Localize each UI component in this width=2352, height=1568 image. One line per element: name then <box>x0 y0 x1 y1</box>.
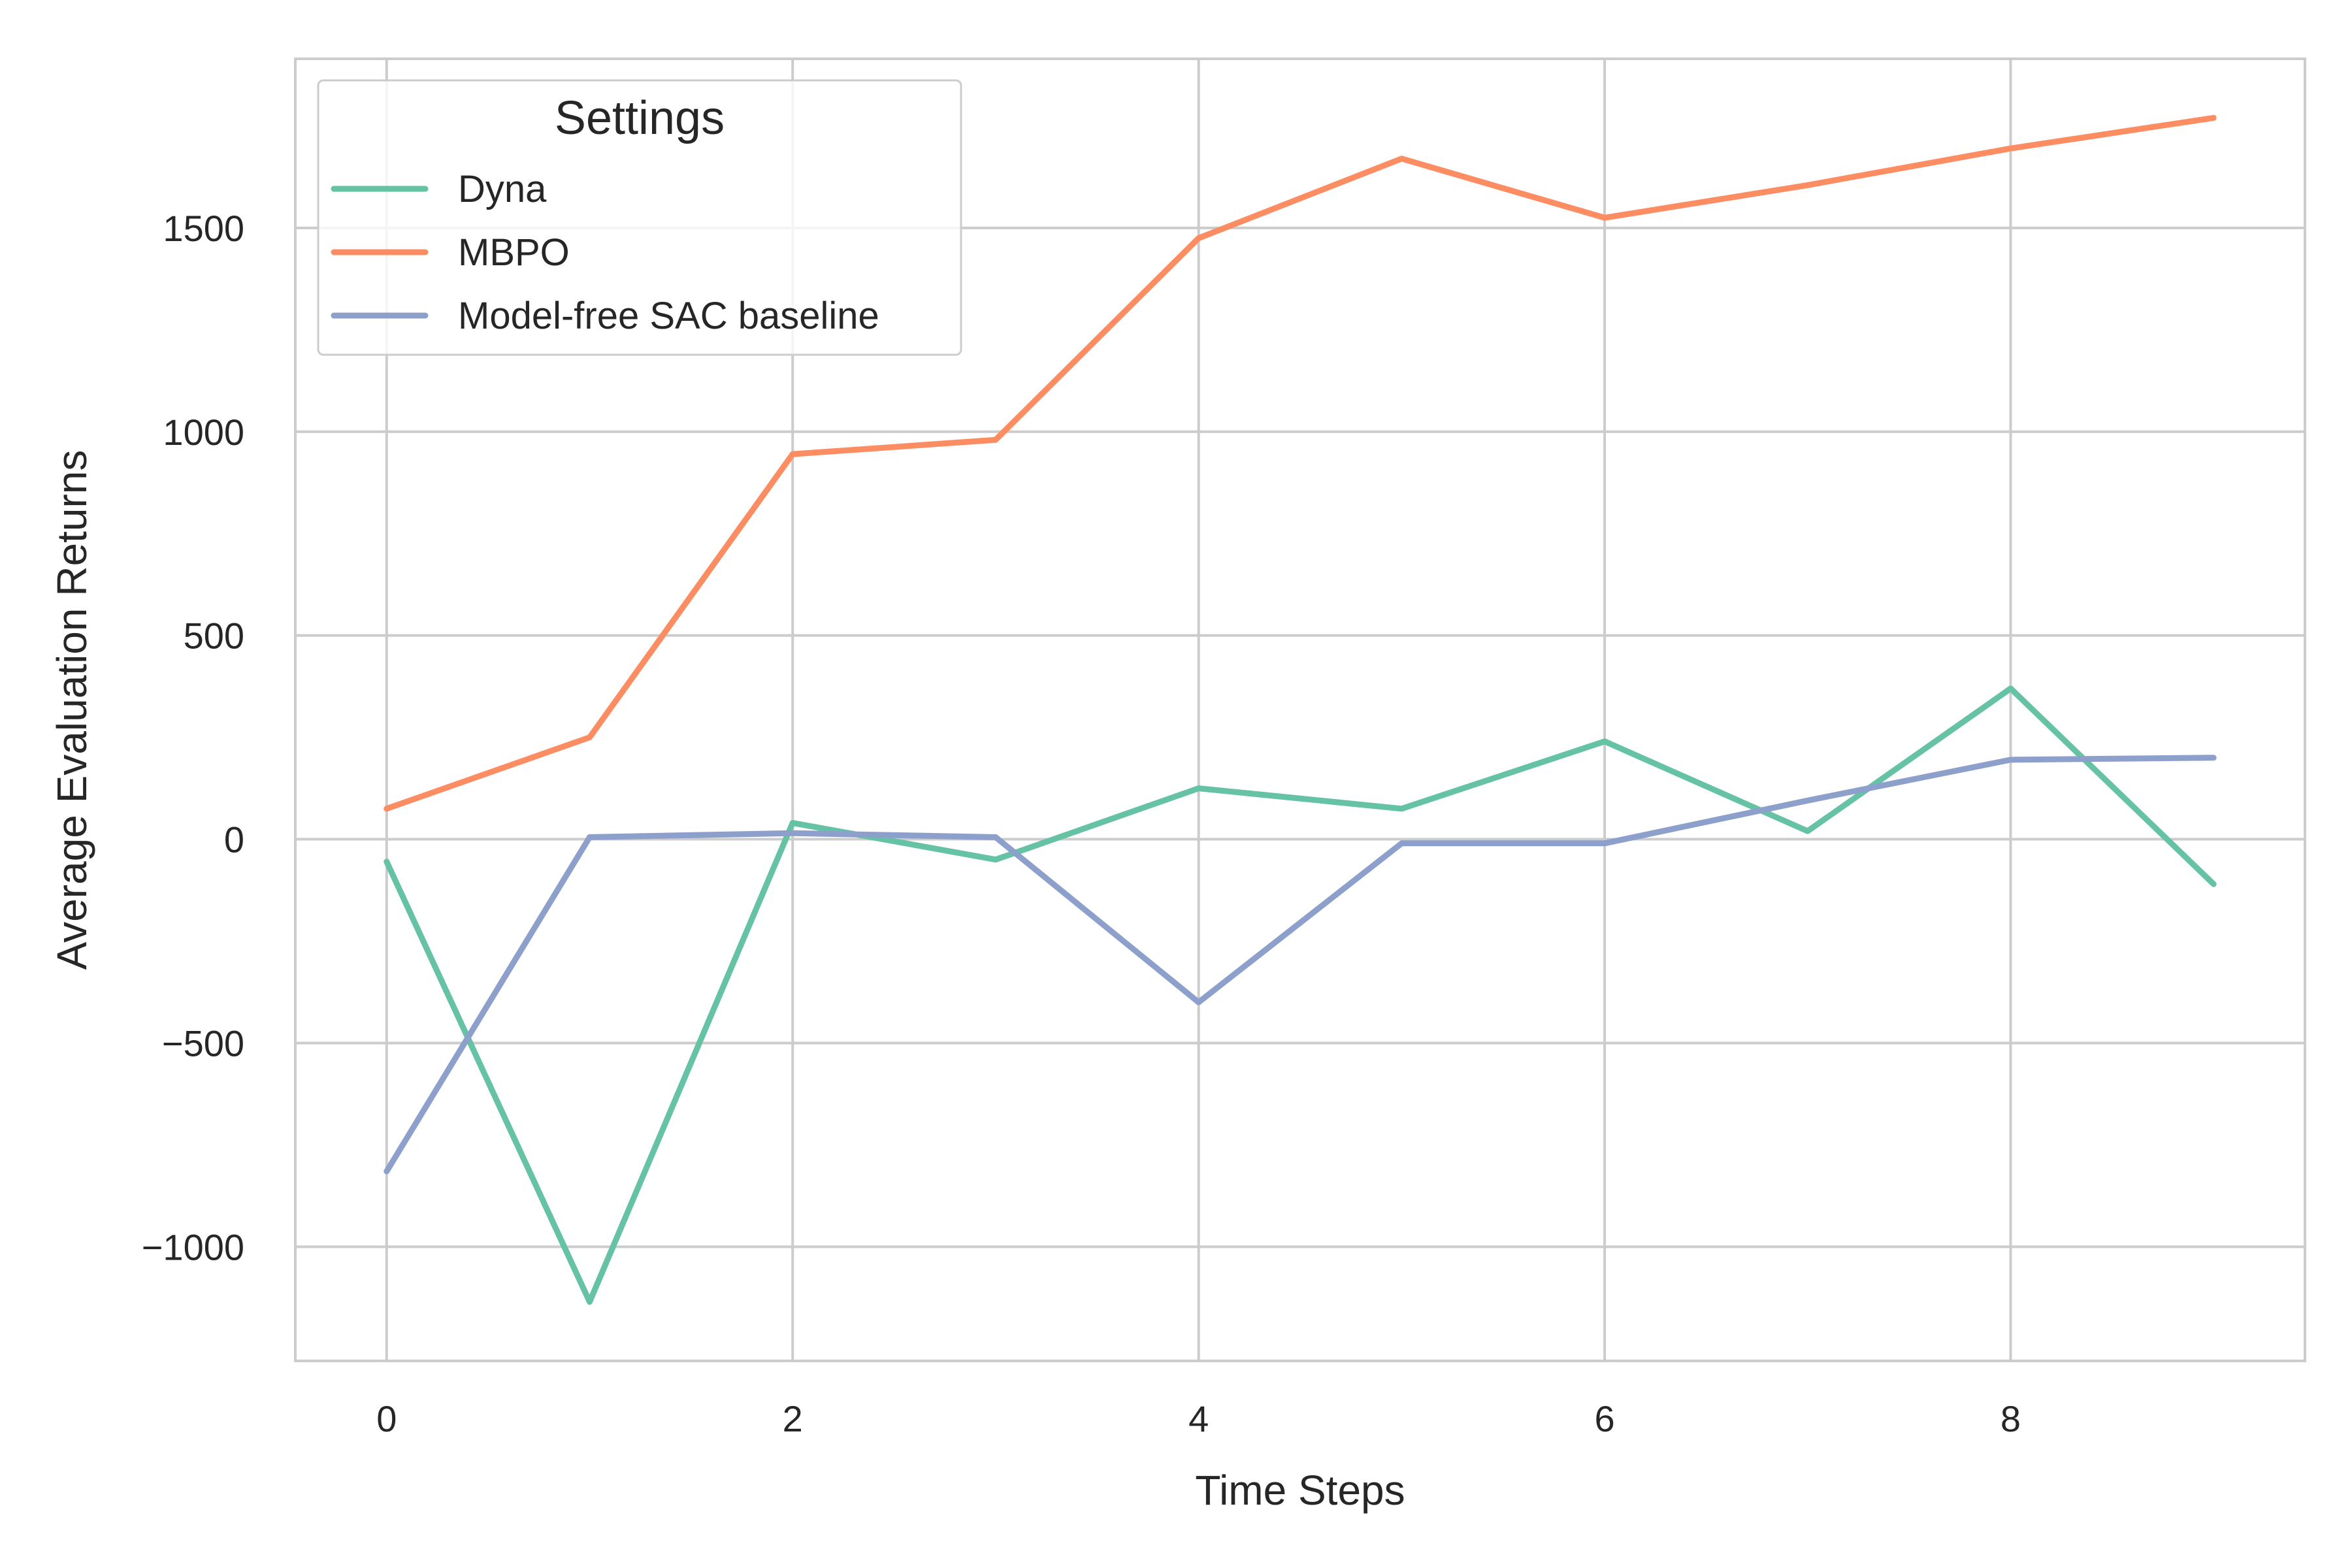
plot-frame <box>294 57 2306 1362</box>
x-tick-labels: 0 2 4 6 8 <box>376 1398 2021 1439</box>
series-line-dyna <box>384 685 2217 1305</box>
series-lines <box>384 114 2217 1305</box>
x-axis-label: Time Steps <box>1195 1467 1405 1514</box>
y-axis-label: Average Evaluation Returns <box>48 450 95 970</box>
y-tick-labels: −1000 −500 0 500 1000 1500 <box>142 208 244 1267</box>
series-line-model-free-sac-baseline <box>384 755 2217 1175</box>
legend-label: Dyna <box>458 168 547 210</box>
legend-label: MBPO <box>458 231 570 274</box>
y-tick-label: 1000 <box>163 412 244 453</box>
x-tick-label: 6 <box>1594 1398 1614 1439</box>
legend-title: Settings <box>555 92 725 144</box>
legend: Settings Dyna MBPO Model-free SAC baseline <box>317 79 962 356</box>
x-tick-label: 4 <box>1188 1398 1209 1439</box>
legend-box <box>317 79 962 356</box>
x-tick-label: 2 <box>783 1398 803 1439</box>
x-tick-label: 8 <box>2001 1398 2021 1439</box>
legend-label: Model-free SAC baseline <box>458 295 879 337</box>
y-tick-label: 1500 <box>163 208 244 249</box>
x-tick-label: 0 <box>376 1398 397 1439</box>
series-line-mbpo <box>384 114 2217 812</box>
y-tick-label: −1000 <box>142 1226 244 1267</box>
y-tick-label: 0 <box>224 819 244 860</box>
y-tick-label: −500 <box>162 1022 244 1064</box>
legend-entries: Dyna MBPO Model-free SAC baseline <box>331 168 879 337</box>
y-tick-label: 500 <box>184 615 244 657</box>
